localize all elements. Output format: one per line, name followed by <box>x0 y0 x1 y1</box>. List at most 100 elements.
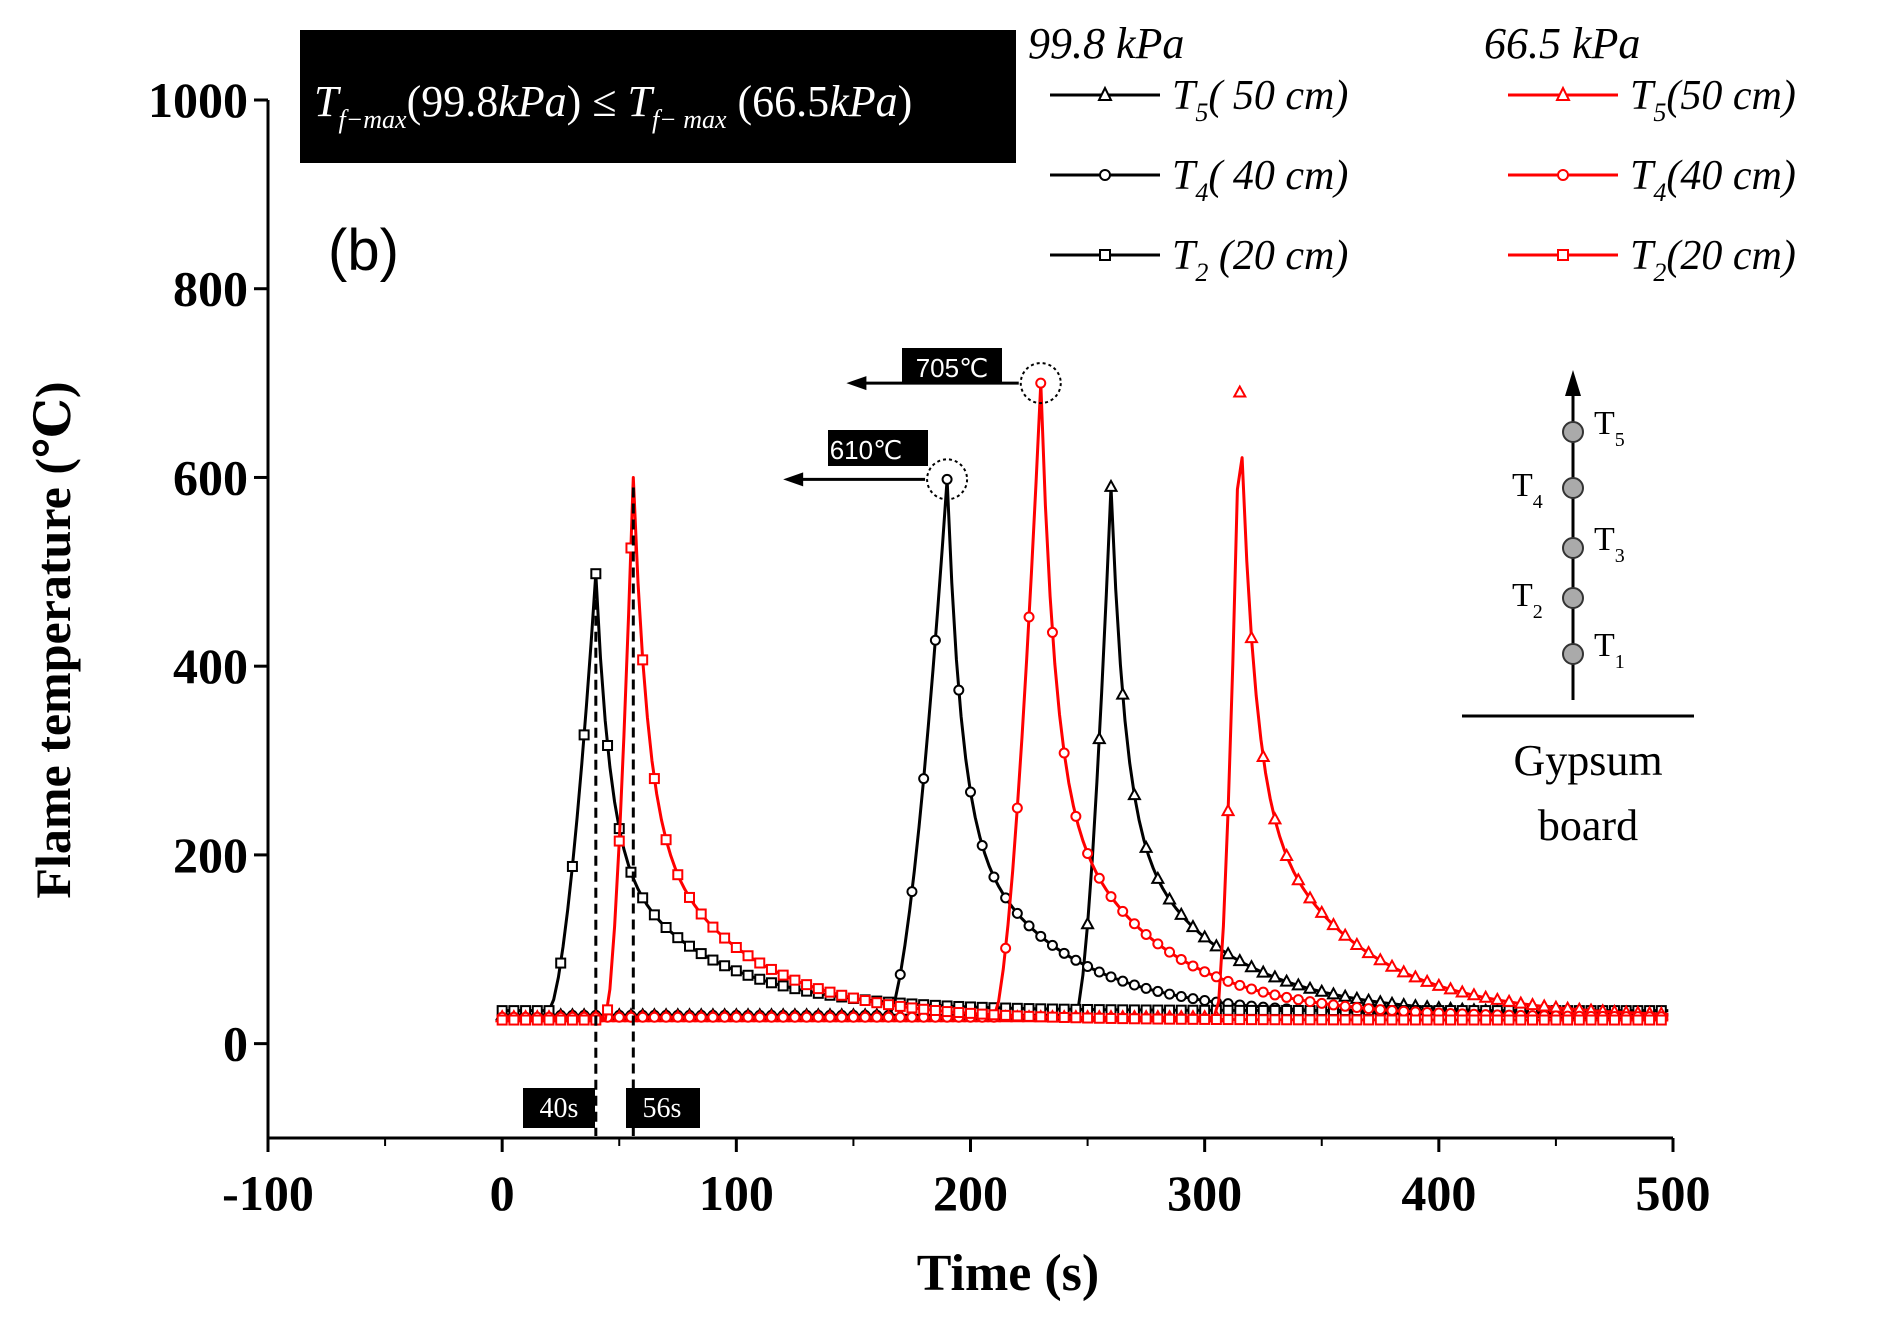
x-tick-label: 400 <box>1401 1165 1476 1221</box>
data-point-square <box>1187 1013 1199 1025</box>
data-point-circle <box>1316 997 1328 1009</box>
data-point-square <box>965 1007 976 1019</box>
legend-marker-triangle <box>1097 85 1113 101</box>
data-point-triangle <box>1302 890 1318 904</box>
data-point-square <box>1573 1014 1585 1026</box>
data-point-triangle <box>1256 964 1271 978</box>
series-6 <box>496 476 1669 1026</box>
data-point-circle <box>1164 946 1176 958</box>
y-tick-label: 400 <box>173 638 248 694</box>
annotation-peak-circle <box>926 458 969 501</box>
data-point-square <box>929 1004 941 1016</box>
data-point-triangle <box>1349 936 1365 950</box>
data-point-triangle <box>1443 981 1458 995</box>
data-point-circle <box>1327 999 1339 1011</box>
data-point-square <box>777 969 789 981</box>
data-point-circle <box>613 1011 625 1023</box>
data-point-circle <box>1140 928 1152 940</box>
data-point-triangle <box>1478 989 1493 1003</box>
x-tick-label: 500 <box>1636 1165 1711 1221</box>
thermocouple-dot <box>1562 421 1584 443</box>
data-point-square <box>1117 1013 1129 1025</box>
data-point-square <box>648 909 660 921</box>
data-point-triangle <box>1279 847 1294 861</box>
data-point-triangle <box>1373 952 1388 966</box>
data-point-square <box>1199 1013 1211 1025</box>
data-point-triangle <box>1537 998 1552 1012</box>
data-point-circle <box>883 1011 895 1023</box>
data-point-square <box>625 866 637 878</box>
data-point-triangle <box>1466 987 1482 1001</box>
thermocouple-dot <box>1562 477 1584 499</box>
annotation-56s-box <box>626 1088 700 1128</box>
data-point-triangle <box>1314 904 1329 918</box>
data-point-square <box>976 1008 988 1020</box>
y-tick-label: 1000 <box>148 72 248 128</box>
data-point-triangle <box>1279 973 1294 987</box>
data-point-circle <box>672 1011 684 1023</box>
legend-header-99-8-kpa: 99.8 kPa <box>1028 19 1184 68</box>
data-point-square <box>637 892 649 904</box>
thermocouple-dot <box>1562 587 1584 609</box>
data-point-square <box>1281 1014 1293 1026</box>
legend-label: T5( 50 cm) <box>1172 73 1348 127</box>
annotation-610-label: 610℃ <box>830 435 903 465</box>
data-point-circle <box>1011 802 1023 814</box>
data-point-circle <box>1398 1005 1410 1017</box>
data-point-circle <box>929 634 941 646</box>
data-point-triangle <box>1291 977 1306 991</box>
thermocouple-label: T5 <box>1594 405 1625 451</box>
data-point-triangle <box>1291 872 1306 886</box>
data-point-square <box>824 986 836 998</box>
data-point-square <box>1093 1012 1105 1024</box>
data-point-triangle <box>1103 478 1119 492</box>
data-point-square <box>1152 1013 1164 1025</box>
legend-header-66-5-kpa: 66.5 kPa <box>1484 19 1640 68</box>
data-point-circle <box>1117 905 1129 917</box>
data-point-square <box>1246 1004 1257 1016</box>
data-point-square <box>871 997 883 1009</box>
tick-layer: -100 0 100 200 300 400 500 0 200 400 600 800 1000 <box>148 72 1711 1221</box>
y-tick-label: 200 <box>173 827 248 883</box>
annotation-40s-box <box>523 1088 595 1128</box>
data-point-square <box>566 1014 578 1026</box>
data-point-square <box>1433 1014 1445 1026</box>
data-point-square <box>812 983 824 995</box>
data-point-circle <box>1140 982 1152 994</box>
data-point-square <box>1058 1011 1070 1023</box>
data-point-square <box>1035 1011 1047 1023</box>
data-point-circle <box>1351 1002 1363 1014</box>
data-point-square <box>1070 1012 1082 1024</box>
data-point-circle <box>847 1011 859 1023</box>
data-point-square <box>1269 1014 1281 1026</box>
data-point-triangle <box>1267 811 1283 825</box>
legend-entry-5: T4(40 cm) <box>1508 153 1796 207</box>
inset-thermocouple-T3: T3 <box>1562 521 1625 567</box>
data-point-square <box>578 1014 590 1026</box>
data-point-square <box>1421 1014 1433 1026</box>
data-point-square <box>1292 1014 1304 1026</box>
data-point-circle <box>1152 985 1164 997</box>
data-point-circle <box>789 1011 801 1023</box>
data-point-triangle <box>1185 919 1201 933</box>
data-point-triangle <box>1384 958 1400 972</box>
data-point-square <box>894 1000 906 1012</box>
data-point-triangle <box>1220 946 1236 960</box>
data-point-triangle <box>1408 969 1423 983</box>
data-point-circle <box>1246 983 1257 995</box>
data-point-square <box>1234 1004 1246 1016</box>
data-point-circle <box>777 1011 789 1023</box>
data-point-triangle <box>1349 990 1365 1004</box>
data-point-square <box>1082 1012 1094 1024</box>
data-point-square <box>637 654 649 666</box>
data-point-circle <box>1035 930 1047 942</box>
data-point-square <box>1597 1014 1609 1026</box>
data-point-square <box>684 940 695 952</box>
data-point-circle <box>1363 1003 1375 1015</box>
data-point-triangle <box>1455 984 1470 998</box>
data-point-circle <box>1175 953 1187 965</box>
data-point-triangle <box>1232 384 1247 398</box>
data-point-circle <box>1070 954 1082 966</box>
series-3 <box>496 568 1669 1017</box>
data-point-square <box>613 835 625 847</box>
